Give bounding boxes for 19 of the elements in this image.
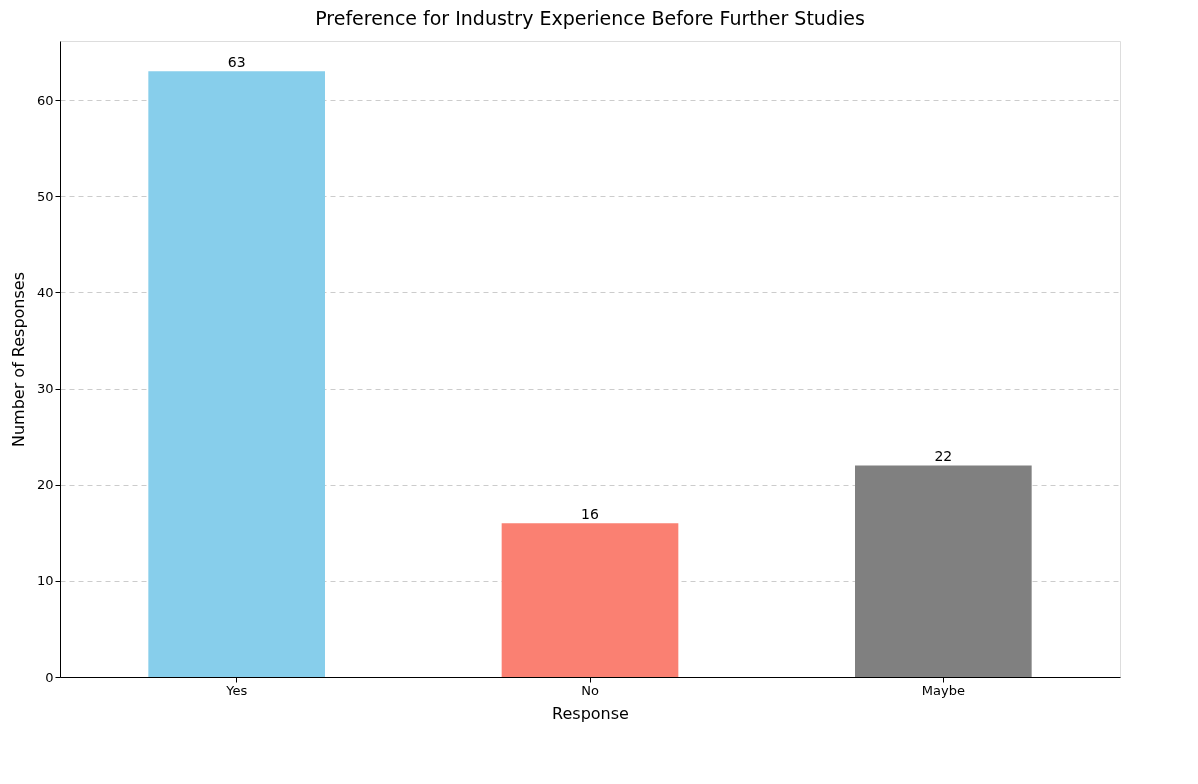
- bar: [501, 523, 679, 677]
- x-tick-label: Yes: [225, 682, 248, 698]
- y-tick-label: 60: [36, 92, 54, 108]
- x-axis-title: Response: [552, 703, 629, 723]
- y-tick-label: 40: [36, 284, 54, 300]
- y-axis-title: Number of Responses: [8, 271, 28, 448]
- data-label: 16: [581, 506, 599, 523]
- y-tick-label: 0: [45, 669, 54, 685]
- y-tick-label: 50: [36, 188, 54, 204]
- x-tick-label: No: [581, 682, 599, 698]
- bar: [148, 71, 325, 677]
- x-tick-label: Maybe: [921, 682, 965, 698]
- y-tick-label: 30: [36, 381, 54, 397]
- data-label: 22: [934, 448, 953, 465]
- chart-title: Preference for Industry Experience Before Further Studies: [315, 7, 865, 29]
- bar: [855, 465, 1032, 677]
- y-tick-label: 20: [36, 477, 54, 493]
- y-tick-label: 10: [36, 573, 54, 589]
- data-label: 63: [227, 54, 246, 71]
